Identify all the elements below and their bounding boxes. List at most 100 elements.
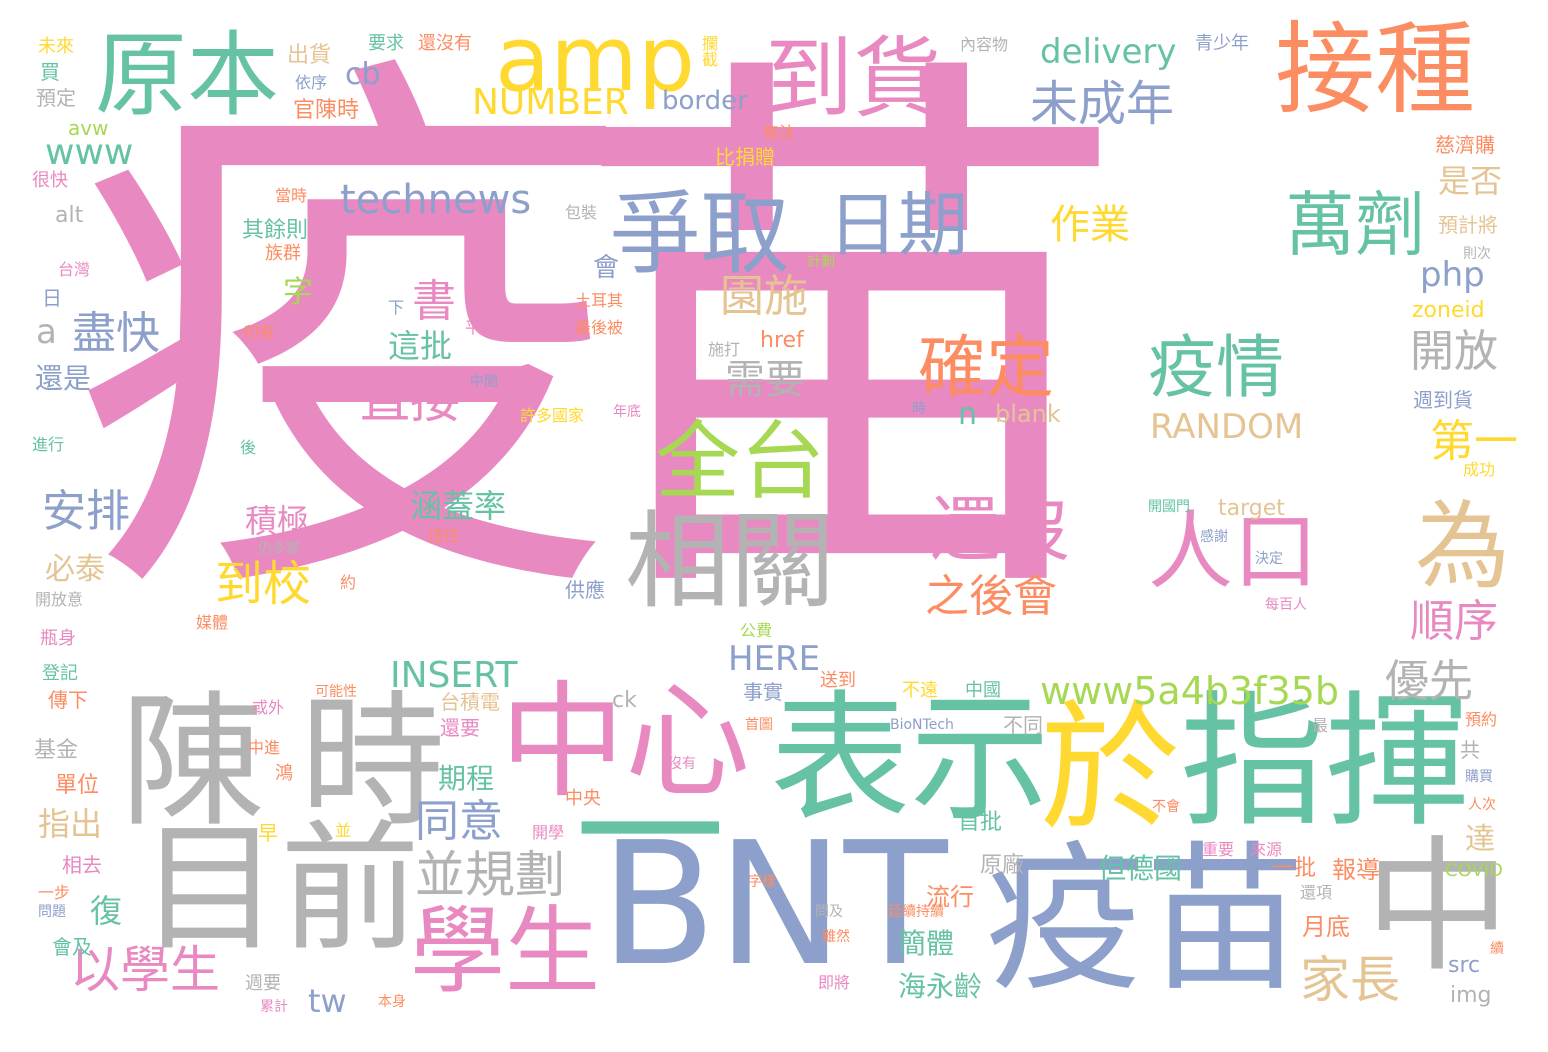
word-still: 還是 <box>35 362 92 395</box>
word-media: 媒體 <box>196 613 229 632</box>
word-img: img <box>1450 983 1492 1008</box>
word-taiwan: 台灣 <box>58 260 91 279</box>
word-ri: 日 <box>42 286 62 310</box>
word-zhong-jin: 中進 <box>248 738 281 757</box>
word-items: 還項 <box>1300 883 1333 902</box>
word-plan: 計劃 <box>807 254 835 270</box>
word-php: php <box>1420 255 1485 295</box>
word-will-not: 不會 <box>1152 799 1180 815</box>
word-cb: cb <box>345 57 381 92</box>
word-need: 需要 <box>725 357 805 403</box>
word-inoculate: 施打 <box>708 340 741 359</box>
word-arrange: 安排 <box>42 486 130 537</box>
word-epidemic: 疫情 <box>1148 329 1285 408</box>
word-yuanshi: 園施 <box>720 271 808 322</box>
word-expected: 預計將 <box>1438 213 1498 237</box>
word-platform: 平台 <box>465 318 498 337</box>
word-none: 沒有 <box>668 756 696 772</box>
word-ship: 出貨 <box>287 43 332 68</box>
word-a: a <box>36 312 57 352</box>
word-although: 雖然 <box>822 929 850 945</box>
word-not-far: 不遠 <box>902 680 938 701</box>
word-teenagers: 青少年 <box>1195 33 1249 54</box>
word-one: 一 <box>575 748 726 922</box>
word-in-order: 依序 <box>295 73 328 92</box>
word-xu: 續 <box>1490 941 1504 957</box>
word-related: 相關 <box>625 501 836 623</box>
word-href: href <box>760 328 804 353</box>
word-central: 中央 <box>565 788 601 809</box>
word-finally: 最後被 <box>575 318 624 337</box>
word-important: 重要 <box>1202 840 1235 859</box>
word-chen: 陳 <box>120 678 265 847</box>
word-number: NUMBER <box>472 82 629 123</box>
word-report: 報導 <box>1332 856 1380 884</box>
word-technews: technews <box>340 177 532 223</box>
word-one-step: 一步 <box>38 883 71 902</box>
word-hui: 會 <box>593 253 620 283</box>
word-here: HERE <box>728 639 821 679</box>
word-possibility: 可能性 <box>315 684 357 700</box>
word-at-the-time: 當時 <box>275 186 308 205</box>
word-continue: 延續持續 <box>888 904 944 920</box>
word-weekly-need: 週要 <box>245 973 281 994</box>
word-n: n <box>958 397 978 432</box>
word-after: 後 <box>240 438 257 457</box>
word-will-reach: 會及 <box>52 935 92 959</box>
word-not-yet-have: 還沒有 <box>418 33 472 54</box>
word-reserved: 預定 <box>36 86 76 110</box>
word-tsmc: 台積電 <box>440 690 500 714</box>
word-most: 最 <box>1312 716 1329 735</box>
word-da: 達 <box>1465 822 1495 857</box>
word-first-image: 首圖 <box>745 717 773 733</box>
word-weekly-arrival: 週到貨 <box>1413 388 1473 412</box>
word-success: 成功 <box>1463 460 1496 479</box>
word-turkey: 土耳其 <box>575 291 624 310</box>
word-ck: ck <box>612 688 637 713</box>
word-students: 學生 <box>410 897 601 1007</box>
word-border: border <box>662 86 748 116</box>
word-than-donate: 比捐贈 <box>715 145 775 169</box>
word-or-outside: 或外 <box>252 698 285 717</box>
word-fund: 基金 <box>34 738 79 763</box>
word-whether: 是否 <box>1438 162 1503 200</box>
word-ethnic-group: 族群 <box>265 243 301 264</box>
word-itself: 本身 <box>378 994 406 1010</box>
word-wording: 字樣 <box>748 874 776 890</box>
word-islandwide: 全台 <box>655 413 826 512</box>
word-confirm: 確定 <box>918 329 1055 408</box>
word-school-start: 開學 <box>532 823 565 842</box>
word-then-next: 則次 <box>1463 246 1491 262</box>
word-china: 中國 <box>965 680 1001 701</box>
word-rest: 其餘則 <box>242 218 309 243</box>
word-thanks: 感謝 <box>1200 529 1228 545</box>
word-parents: 家長 <box>1300 951 1400 1009</box>
word-public-funded: 公費 <box>740 621 773 640</box>
word-arrival: 到貨 <box>765 27 942 130</box>
word-cumulative: 累計 <box>260 999 288 1015</box>
word-shi: 時 <box>300 678 445 847</box>
word-original-factory: 原廠 <box>980 853 1025 878</box>
word-hai-yongling: 海永齡 <box>898 970 983 1003</box>
word-decide: 決定 <box>1255 551 1283 567</box>
word-zhong: 中 <box>1365 823 1510 992</box>
word-active: 積極 <box>245 502 310 540</box>
word-register: 登記 <box>42 663 78 684</box>
word-proceed: 進行 <box>32 435 65 454</box>
word-still-changing: 仍多變 <box>258 541 300 557</box>
word-wei: 為 <box>1415 492 1511 602</box>
word-first: 第一 <box>1430 416 1518 467</box>
word-popular: 流行 <box>926 883 974 911</box>
word-unit: 單位 <box>55 773 100 798</box>
word-alt: alt <box>55 203 84 228</box>
word-but-germany: 但德國 <box>1098 852 1183 885</box>
word-coverage: 涵蓋率 <box>410 487 507 525</box>
word-deliver-to: 送到 <box>820 670 856 691</box>
word-originally: 原本 <box>95 22 280 129</box>
word-zi: 字 <box>283 275 313 310</box>
word-doses: 萬劑 <box>1285 184 1425 266</box>
word-date: 日期 <box>828 184 968 266</box>
word-printed: 印有 <box>243 323 276 342</box>
word-a-batch: 一批 <box>1272 856 1317 881</box>
word-request: 要求 <box>368 33 404 54</box>
